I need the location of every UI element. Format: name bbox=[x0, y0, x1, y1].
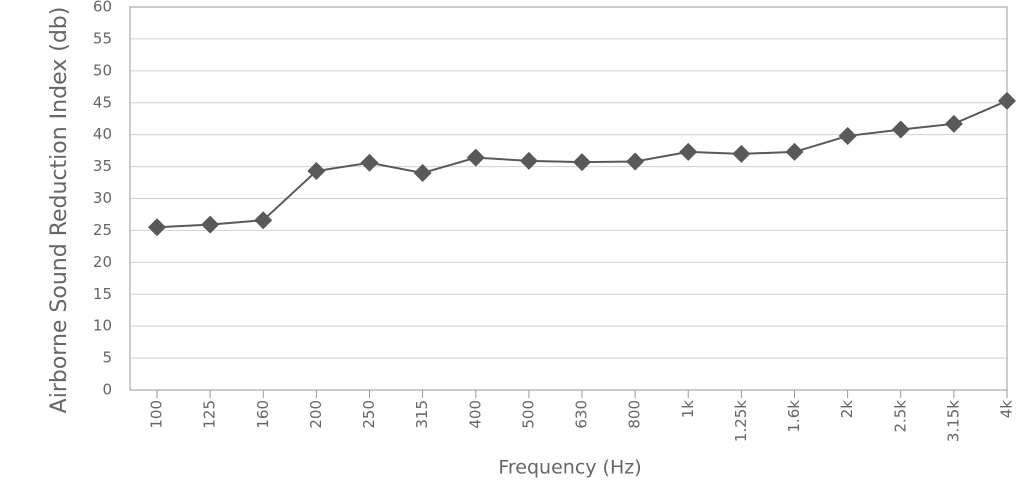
y-tick-label: 35 bbox=[93, 157, 112, 175]
marker bbox=[307, 162, 326, 181]
x-tick-label: 2.5k bbox=[891, 400, 909, 433]
x-tick-label: 630 bbox=[573, 400, 591, 429]
y-tick-label: 40 bbox=[93, 125, 112, 143]
marker bbox=[413, 163, 432, 182]
x-tick-label: 1.6k bbox=[785, 400, 803, 433]
y-tick-label: 50 bbox=[93, 61, 112, 79]
marker bbox=[679, 142, 698, 161]
plot-border bbox=[129, 6, 1008, 391]
marker bbox=[201, 215, 220, 234]
marker bbox=[573, 153, 591, 172]
x-tick-label: 3.15k bbox=[944, 400, 962, 442]
x-tick-label: 250 bbox=[360, 400, 378, 429]
marker bbox=[785, 142, 804, 161]
marker bbox=[148, 218, 166, 237]
marker bbox=[838, 126, 857, 145]
y-tick-label: 55 bbox=[93, 29, 112, 47]
x-tick-label: 125 bbox=[201, 400, 219, 429]
y-tick-label: 0 bbox=[102, 381, 112, 399]
marker bbox=[360, 153, 379, 172]
x-tick-label: 100 bbox=[148, 400, 166, 429]
x-tick-label: 400 bbox=[466, 400, 484, 429]
x-tick-label: 1k bbox=[679, 400, 697, 419]
y-tick-label: 15 bbox=[93, 285, 112, 303]
y-tick-label: 10 bbox=[93, 317, 112, 335]
x-tick-label: 500 bbox=[519, 400, 537, 429]
y-tick-label: 30 bbox=[93, 189, 112, 207]
y-axis-label: Airborne Sound Reduction Index (db) bbox=[47, 7, 72, 414]
marker bbox=[891, 120, 910, 139]
x-tick-label: 160 bbox=[254, 400, 272, 429]
x-tick-label: 2k bbox=[838, 400, 856, 419]
y-tick-label: 20 bbox=[93, 253, 112, 271]
y-tick-label: 25 bbox=[93, 221, 112, 239]
x-tick-label: 315 bbox=[413, 400, 431, 429]
y-tick-label: 60 bbox=[93, 0, 112, 16]
x-tick-label: 1.25k bbox=[732, 400, 750, 442]
y-tick-label: 5 bbox=[102, 349, 112, 367]
marker bbox=[466, 148, 485, 167]
x-tick-label: 200 bbox=[307, 400, 325, 429]
y-tick-label: 45 bbox=[93, 93, 112, 111]
x-tick-label: 800 bbox=[626, 400, 644, 429]
marker bbox=[519, 151, 538, 170]
marker bbox=[254, 211, 273, 230]
x-tick-label: 4k bbox=[998, 400, 1016, 419]
x-axis-label: Frequency (Hz) bbox=[498, 457, 641, 479]
marker bbox=[732, 144, 751, 163]
marker bbox=[944, 114, 963, 133]
marker bbox=[998, 91, 1016, 110]
marker bbox=[626, 152, 645, 171]
